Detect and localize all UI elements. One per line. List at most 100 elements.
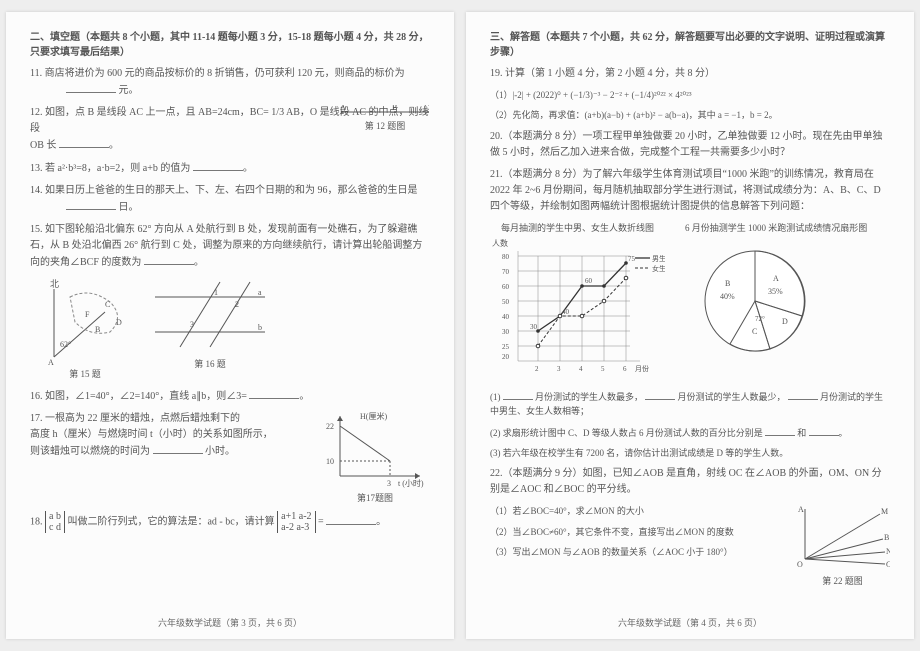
svg-text:D: D <box>116 318 122 327</box>
figure-16: a b 1 2 3 第 16 题 <box>150 277 270 370</box>
segment-abc-icon: A B C <box>340 105 430 119</box>
question-17: 17. 一根高为 22 厘米的蜡烛，点燃后蜡烛剩下的 高度 h（厘米）与燃烧时间… <box>30 411 430 505</box>
pie-chart-icon: A 35% B 40% D C 72° <box>685 236 825 366</box>
q16-blank <box>249 388 299 399</box>
svg-text:62°: 62° <box>60 340 71 349</box>
svg-text:A: A <box>48 358 54 367</box>
question-21-2: (2) 求扇形统计图中 C、D 等级人数占 6 月份测试人数的百分比分别是 和 … <box>490 425 890 440</box>
figure-15: 北 62° F C B D A 第 15 题 <box>30 277 140 380</box>
question-14: 14. 如果日历上爸爸的生日的那天上、下、左、右四个日期的和为 96，那么爸爸的… <box>30 183 430 216</box>
line-chart: 每月抽测的学生中男、女生人数折线图 人数 80 70 <box>490 221 665 381</box>
page3-footer: 六年级数学试题（第 3 页，共 6 页） <box>6 616 454 629</box>
question-19-1: （1）|-2| + (2022)⁰ + (−1/3)⁻³ − 2⁻² + (−1… <box>490 88 890 102</box>
determinant-1-icon: a bc d <box>45 511 65 533</box>
svg-text:30: 30 <box>502 328 510 336</box>
figure-12: A B C 第 12 题图 <box>340 105 430 133</box>
q21-2-b: 和 <box>797 428 806 438</box>
q21-1-blank2 <box>645 389 675 400</box>
pie-chart: 6 月份抽测学生 1000 米跑测试成绩情况扇形图 A 35% B 40% D … <box>685 221 867 381</box>
parallel-lines-icon: a b 1 2 3 <box>150 277 270 357</box>
svg-text:3: 3 <box>387 479 391 488</box>
svg-text:3: 3 <box>557 365 561 373</box>
q21-2-blank2 <box>809 425 839 436</box>
q17-text-a: 17. 一根高为 22 厘米的蜡烛，点燃后蜡烛剩下的 <box>30 413 240 424</box>
fig22-label: 第 22 题图 <box>795 574 890 587</box>
svg-text:5: 5 <box>601 365 605 373</box>
question-21-3: (3) 若六年级在校学生有 7200 名，请你估计出测试成绩是 D 等的学生人数… <box>490 446 890 460</box>
line-chart-title: 每月抽测的学生中男、女生人数折线图 <box>490 221 665 234</box>
svg-text:4: 4 <box>579 365 583 373</box>
figure-22: A M B N C O 第 22 题图 <box>795 504 890 587</box>
svg-text:30: 30 <box>530 323 538 331</box>
svg-text:2: 2 <box>535 365 539 373</box>
q21-2-a: (2) 求扇形统计图中 C、D 等级人数占 6 月份测试人数的百分比分别是 <box>490 428 763 438</box>
svg-text:月份: 月份 <box>635 364 649 373</box>
page-4: 三、解答题（本题共 7 个小题，共 62 分，解答题要写出必要的文字说明、证明过… <box>466 12 914 639</box>
q17-text-c: 则该蜡烛可以燃烧的时间为 <box>30 446 150 457</box>
svg-text:C: C <box>105 300 110 309</box>
pie-chart-title: 6 月份抽测学生 1000 米跑测试成绩情况扇形图 <box>685 221 867 234</box>
svg-text:M: M <box>881 507 888 516</box>
q13-blank <box>193 160 243 171</box>
svg-text:70: 70 <box>502 268 510 276</box>
q21-1-blank1 <box>503 389 533 400</box>
q21-1-c: 月份测试的学生人数最少， <box>678 392 786 402</box>
q15-text: 15. 如下图轮船沿北偏东 62° 方向从 A 处航行到 B 处，发现前面有一处… <box>30 224 422 268</box>
q12-frac: 1/3 <box>271 107 284 118</box>
question-21-1: (1) 月份测试的学生人数最多， 月份测试的学生人数最少， 月份测试的学生中男生… <box>490 389 890 419</box>
q17-unit: 小时。 <box>205 446 235 457</box>
q12-text-c: OB 长 <box>30 140 56 151</box>
q13-text: 13. 若 a²·b³=8，a·b=2，则 a+b 的值为 <box>30 163 190 174</box>
svg-text:2: 2 <box>235 300 239 309</box>
figure-17: 22 10 3 H(厘米) t (小时) 第17题图 <box>320 411 430 505</box>
svg-text:B: B <box>95 325 100 334</box>
section-2-heading: 二、填空题（本题共 8 个小题，其中 11-14 题每小题 3 分，15-18 … <box>30 30 430 60</box>
page-3: 二、填空题（本题共 8 个小题，其中 11-14 题每小题 3 分，15-18 … <box>6 12 454 639</box>
angle-rays-icon: A M B N C O <box>795 504 890 574</box>
svg-text:A: A <box>798 505 804 514</box>
svg-text:男生: 男生 <box>652 254 665 263</box>
question-20: 20.（本题满分 8 分）一项工程甲单独做要 20 小时，乙单独做要 12 小时… <box>490 129 890 161</box>
svg-text:C: C <box>886 560 890 569</box>
svg-text:B: B <box>725 279 730 288</box>
question-22-head: 22.（本题满分 9 分）如图，已知∠AOB 是直角，射线 OC 在∠AOB 的… <box>490 466 890 498</box>
q21-2-blank1 <box>765 425 795 436</box>
fig17-label: 第17题图 <box>320 491 430 505</box>
q15-blank <box>144 254 194 265</box>
q17-text-b: 高度 h（厘米）与燃烧时间 t（小时）的关系如图所示， <box>30 429 273 440</box>
q11-unit: 元。 <box>119 85 139 96</box>
question-22-3: （3）写出∠MON 与∠AOB 的数量关系（∠AOC 小于 180°） <box>490 545 787 559</box>
svg-text:80: 80 <box>502 253 510 261</box>
q21-1-blank3 <box>788 389 818 400</box>
question-22-2: （2）当∠BOC≠60°，其它条件不变，直接写出∠MON 的度数 <box>490 525 787 539</box>
q18-a: 18. <box>30 517 45 528</box>
fig16-label: 第 16 题 <box>150 357 270 370</box>
q16-text: 16. 如图，∠1=40°，∠2=140°，直线 a∥b，则∠3= <box>30 391 247 402</box>
svg-text:40%: 40% <box>720 292 735 301</box>
q18-c: = <box>318 517 326 528</box>
q14-text: 14. 如果日历上爸爸的生日的那天上、下、左、右四个日期的和为 96，那么爸爸的… <box>30 185 418 196</box>
question-19-head: 19. 计算（第 1 小题 4 分，第 2 小题 4 分，共 8 分） <box>490 66 890 82</box>
svg-text:人数: 人数 <box>492 238 508 248</box>
svg-text:A: A <box>340 105 346 112</box>
q17-blank <box>153 443 203 454</box>
svg-text:40: 40 <box>562 308 570 316</box>
svg-text:60: 60 <box>585 277 593 285</box>
q12-text-a: 12. 如图，点 B 是线段 AC 上一点，且 AB=24cm，BC= <box>30 107 269 118</box>
svg-text:F: F <box>85 310 90 319</box>
svg-text:40: 40 <box>502 313 510 321</box>
q18-b: 叫做二阶行列式，它的算法是：ad - bc，请计算 <box>67 517 274 528</box>
svg-text:50: 50 <box>502 298 510 306</box>
svg-text:女生: 女生 <box>652 264 665 273</box>
svg-text:6: 6 <box>623 365 627 373</box>
svg-text:B: B <box>392 105 397 112</box>
q21-figures: 每月抽测的学生中男、女生人数折线图 人数 80 70 <box>490 221 890 381</box>
q14-blank <box>66 199 116 210</box>
q18-blank <box>326 514 376 525</box>
figures-15-16: 北 62° F C B D A 第 15 题 <box>30 277 430 380</box>
svg-text:22: 22 <box>326 422 334 431</box>
question-16: 16. 如图，∠1=40°，∠2=140°，直线 a∥b，则∠3= 。 <box>30 388 430 405</box>
candle-chart-icon: 22 10 3 H(厘米) t (小时) <box>320 411 430 491</box>
question-11: 11. 商店将进价为 600 元的商品按标价的 8 折销售，仍可获利 120 元… <box>30 66 430 99</box>
ship-bearing-icon: 北 62° F C B D A <box>30 277 140 367</box>
